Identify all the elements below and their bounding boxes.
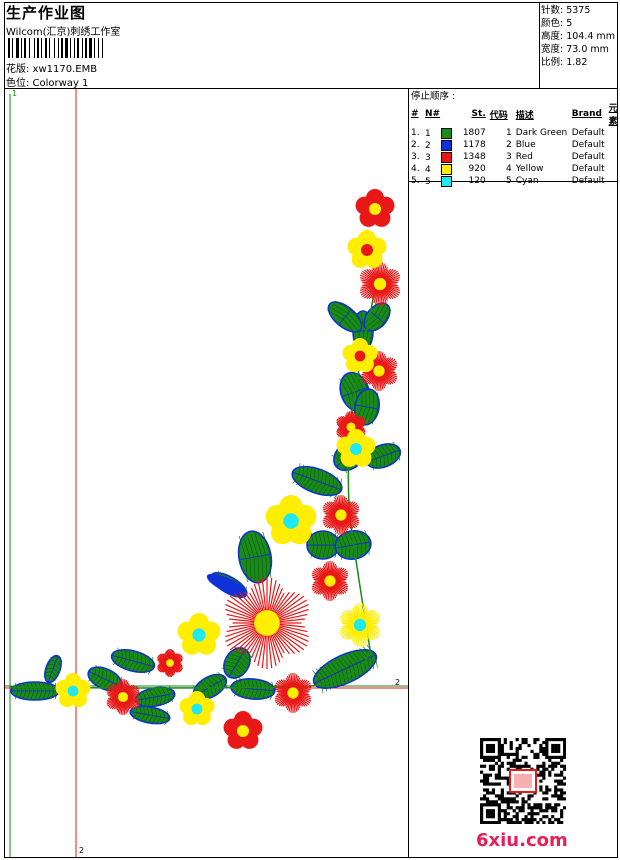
row-needle: 4 [423, 163, 454, 175]
row-code: 2 [506, 140, 512, 150]
row-stitches: 1348 [462, 152, 486, 162]
row-element [607, 139, 620, 151]
design-file: 花版: xw1170.EMB [6, 64, 98, 75]
col-needle: N# [425, 109, 441, 119]
marker-top-left: 1 [12, 89, 18, 98]
row-index: 3. [411, 152, 420, 162]
row-needle: 3 [423, 151, 454, 163]
barcode [8, 38, 103, 58]
needle-number: 1 [425, 128, 431, 139]
sequence-row: 2. 2 1178 2 Blue Default [409, 139, 620, 151]
sequence-panel [408, 88, 618, 858]
stop-sequence-table: # N# St. 代码 描述 Brand 元素 1. 1 1807 1 Dark Gre… [409, 101, 620, 187]
sequence-row: 1. 1 1807 1 Dark Green Default [409, 127, 620, 139]
row-needle: 1 [423, 127, 454, 139]
row-element [607, 175, 620, 187]
company-name: Wilcom(汇京)刺绣工作室 [6, 27, 121, 38]
sequence-row: 5. 5 120 5 Cyan Default [409, 175, 620, 187]
col-index: # [411, 109, 419, 119]
marker-right: 2 [395, 678, 401, 687]
row-needle: 5 [423, 175, 454, 187]
row-description: Yellow [515, 164, 544, 174]
col-element: 元素 [608, 104, 618, 127]
color-swatch [440, 139, 452, 151]
col-description: 描述 [515, 110, 534, 121]
row-element [607, 127, 620, 139]
row-index: 2. [411, 140, 420, 150]
row-description: Red [515, 152, 533, 162]
row-code: 3 [506, 152, 512, 162]
row-code: 5 [506, 176, 512, 186]
row-element [607, 151, 620, 163]
row-description: Cyan [515, 176, 539, 186]
row-description: Blue [515, 140, 536, 150]
row-stitches: 120 [468, 176, 486, 186]
qr-code [480, 738, 566, 824]
needle-number: 2 [425, 140, 431, 151]
design-stats: 针数: 5375 颜色: 5 高度: 104.4 mm 宽度: 73.0 mm … [541, 4, 615, 69]
row-brand: Default [571, 140, 605, 150]
page-title: 生产作业图 [6, 4, 87, 22]
row-index: 4. [411, 164, 420, 174]
design-width: 宽度: 73.0 mm [541, 44, 609, 55]
row-brand: Default [571, 152, 605, 162]
row-index: 1. [411, 128, 420, 138]
stitch-count: 针数: 5375 [541, 5, 591, 16]
row-needle: 2 [423, 139, 454, 151]
color-swatch [440, 151, 452, 163]
col-code: 代码 [489, 110, 508, 121]
row-index: 5. [411, 176, 420, 186]
row-brand: Default [571, 164, 605, 174]
col-stitches: St. [471, 109, 486, 119]
colorway-label: 色位: Colorway 1 [6, 78, 89, 89]
row-stitches: 1807 [462, 128, 486, 138]
sequence-row: 4. 4 920 4 Yellow Default [409, 163, 620, 175]
sequence-row: 3. 3 1348 3 Red Default [409, 151, 620, 163]
embroidery-design [5, 89, 408, 857]
color-swatch [440, 163, 452, 175]
color-swatch [440, 175, 452, 187]
sequence-divider [408, 181, 618, 182]
needle-number: 4 [425, 164, 431, 175]
color-swatch [440, 127, 452, 139]
row-element [607, 163, 620, 175]
marker-bottom: 2 [79, 846, 85, 855]
row-stitches: 920 [468, 164, 486, 174]
row-brand: Default [571, 176, 605, 186]
design-height: 高度: 104.4 mm [541, 31, 615, 42]
stop-sequence-title: 停止顺序 : [411, 91, 456, 102]
needle-number: 3 [425, 152, 431, 163]
needle-number: 5 [425, 176, 431, 187]
watermark-logo: 6xiu.com [476, 830, 568, 851]
color-count: 颜色: 5 [541, 18, 573, 29]
row-brand: Default [571, 128, 605, 138]
row-code: 4 [506, 164, 512, 174]
col-brand: Brand [571, 109, 602, 119]
design-scale: 比例: 1.82 [541, 57, 588, 68]
row-description: Dark Green [515, 128, 568, 138]
row-stitches: 1178 [462, 140, 486, 150]
row-code: 1 [506, 128, 512, 138]
